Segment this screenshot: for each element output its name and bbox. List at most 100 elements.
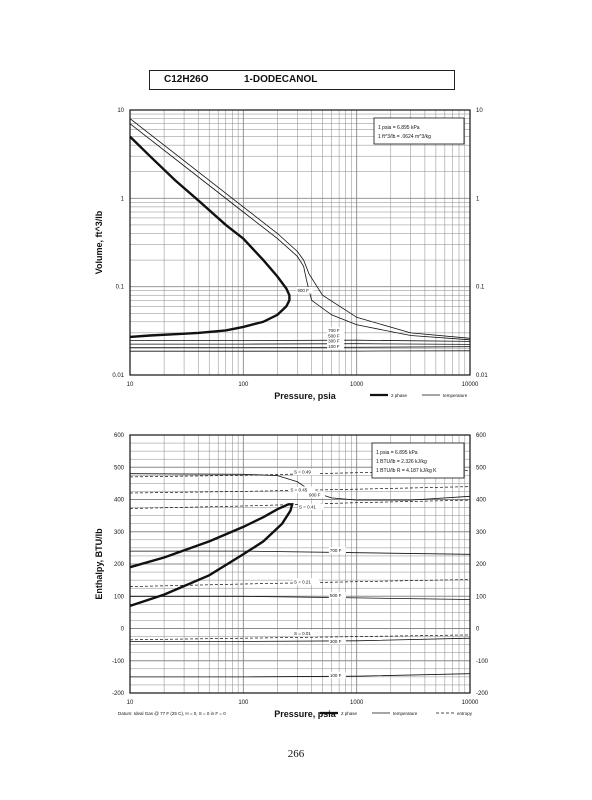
series-entropy-line (129, 634, 471, 641)
curve-label-bg (328, 671, 346, 679)
y-tick-label-right: 100 (476, 594, 487, 600)
y-tick-label-left: -200 (112, 691, 125, 697)
y-tick-label-left: 500 (114, 465, 125, 471)
series-2phase-line (129, 503, 294, 608)
curve-label: 900 F (309, 492, 321, 497)
y-tick-label-left: -100 (112, 659, 125, 665)
y-tick-label-left: 1 (121, 196, 125, 202)
page-number: 266 (287, 748, 305, 760)
curve-label-bg (296, 287, 314, 294)
series-isotherm-line (129, 118, 471, 339)
x-tick-label: 1000 (350, 382, 364, 388)
conversion-notes-box (373, 117, 465, 145)
series-isotherm-line (130, 346, 471, 348)
y-tick-label-right: -200 (476, 691, 489, 697)
x-tick-label: 10 (127, 382, 134, 388)
curve-label: 100 F (328, 344, 340, 349)
curve-label: 300 F (328, 339, 340, 344)
series-2phase-line (129, 135, 291, 339)
conversion-note: 1 BTU/lb = 2.326 kJ/kg (376, 459, 427, 465)
x-tick-label: 10000 (462, 700, 479, 706)
x-tick-label: 1000 (350, 700, 364, 706)
legend-label: 2 phase (391, 393, 408, 398)
x-axis-label: Pressure, psia (274, 391, 337, 401)
y-tick-label-right: 0 (476, 627, 480, 633)
curve-label: S = 0.01 (294, 631, 311, 636)
curve-label-bg (289, 486, 316, 493)
legend-label: entropy (457, 711, 473, 716)
curve-label-bg (327, 337, 345, 345)
plot-frame (129, 109, 471, 376)
y-axis-label: Enthalpy, BTU/lb (94, 528, 104, 600)
conversion-note: 1 ft^3/lb = .0624 m^3/kg (378, 134, 431, 140)
curve-label: 100 F (330, 673, 342, 678)
curve-label: 900 F (297, 288, 309, 293)
curve-label: 300 F (330, 639, 342, 644)
conversion-note: 1 psia = 6.895 kPa (376, 450, 418, 456)
curve-label: S = 0.45 (290, 487, 307, 492)
y-tick-label-left: 0.1 (116, 285, 125, 291)
y-axis-label: Volume, ft^3/lb (94, 210, 104, 274)
conversion-notes-box (371, 442, 465, 479)
curve-label-bg (293, 629, 320, 637)
curve-label-bg (328, 592, 346, 599)
x-tick-label: 100 (238, 382, 249, 388)
x-tick-label: 10 (127, 700, 134, 706)
series-isotherm-line (130, 673, 471, 678)
curve-label: S = 0.21 (294, 579, 311, 584)
conversion-note: 1 BTU/lb R = 4.187 kJ/kg K (376, 468, 437, 474)
y-tick-label-left: 0 (121, 627, 125, 633)
conversion-note: 1 psia = 6.895 kPa (378, 125, 420, 131)
y-tick-label-right: 600 (476, 433, 487, 439)
series-isotherm-line (129, 123, 471, 341)
curve-label: S = 0.41 (299, 505, 316, 510)
y-tick-label-right: 200 (476, 562, 487, 568)
volume-chart: 10 100 1000 100001010.10.011010.10.01Pressu… (94, 108, 488, 401)
conversion-notes: 1 psia = 6.895 kPa 1 BTU/lb = 2.326 kJ/kg… (371, 442, 465, 479)
y-tick-label-left: 0.01 (112, 373, 124, 379)
curve-label-bg (293, 468, 320, 476)
series-isotherm-line (130, 595, 471, 600)
y-tick-label-left: 200 (114, 562, 125, 568)
legend-label: 2 phase (341, 711, 358, 716)
y-tick-label-left: 400 (114, 498, 125, 504)
plot-frame (129, 434, 471, 694)
conversion-notes: 1 psia = 6.895 kPa 1 ft^3/lb = .0624 m^3/… (373, 117, 465, 145)
y-tick-label-right: 400 (476, 498, 487, 504)
curve-label-bg (327, 343, 345, 350)
curve-label-bg (298, 503, 325, 511)
x-tick-label: 100 (238, 700, 249, 706)
series-isotherm-line (130, 550, 471, 555)
curve-label-bg (327, 332, 345, 340)
y-tick-label-right: -100 (476, 659, 489, 665)
curve-label-bg (328, 638, 346, 645)
y-tick-label-right: 10 (476, 108, 483, 114)
y-tick-label-right: 500 (476, 465, 487, 471)
y-tick-label-left: 600 (114, 433, 125, 439)
y-tick-label-left: 100 (114, 594, 125, 600)
curve-label-bg (308, 491, 326, 498)
series-isotherm-line (130, 339, 471, 342)
y-tick-label-left: 10 (117, 108, 124, 114)
curve-label: 700 F (330, 548, 342, 553)
y-tick-label-right: 1 (476, 196, 480, 202)
y-tick-label-right: 0.1 (476, 285, 485, 291)
enthalpy-chart: 10 100 1000 100006005004003002001000-100-20… (94, 433, 489, 719)
curve-label-bg (327, 327, 345, 334)
curve-label-bg (293, 578, 320, 585)
grid (129, 110, 470, 376)
x-axis-label: Pressure, psia (274, 709, 337, 719)
legend-label: temperature (393, 711, 418, 716)
series-isotherm-line (130, 637, 471, 642)
y-tick-label-right: 0.01 (476, 373, 488, 379)
curve-label-bg (328, 547, 346, 554)
series-isotherm-line (130, 343, 471, 345)
y-tick-label-right: 300 (476, 530, 487, 536)
legend-label: temperature (443, 393, 468, 398)
y-tick-label-left: 300 (114, 530, 125, 536)
compound-formula: C12H26O (164, 74, 209, 85)
compound-name: 1-DODECANOL (244, 74, 318, 85)
datum-footnote: Datum: Ideal Gas @ 77 F (25 C), H = 0, S… (118, 711, 226, 716)
compound-title-box: C12H26O 1-DODECANOL (149, 70, 455, 90)
